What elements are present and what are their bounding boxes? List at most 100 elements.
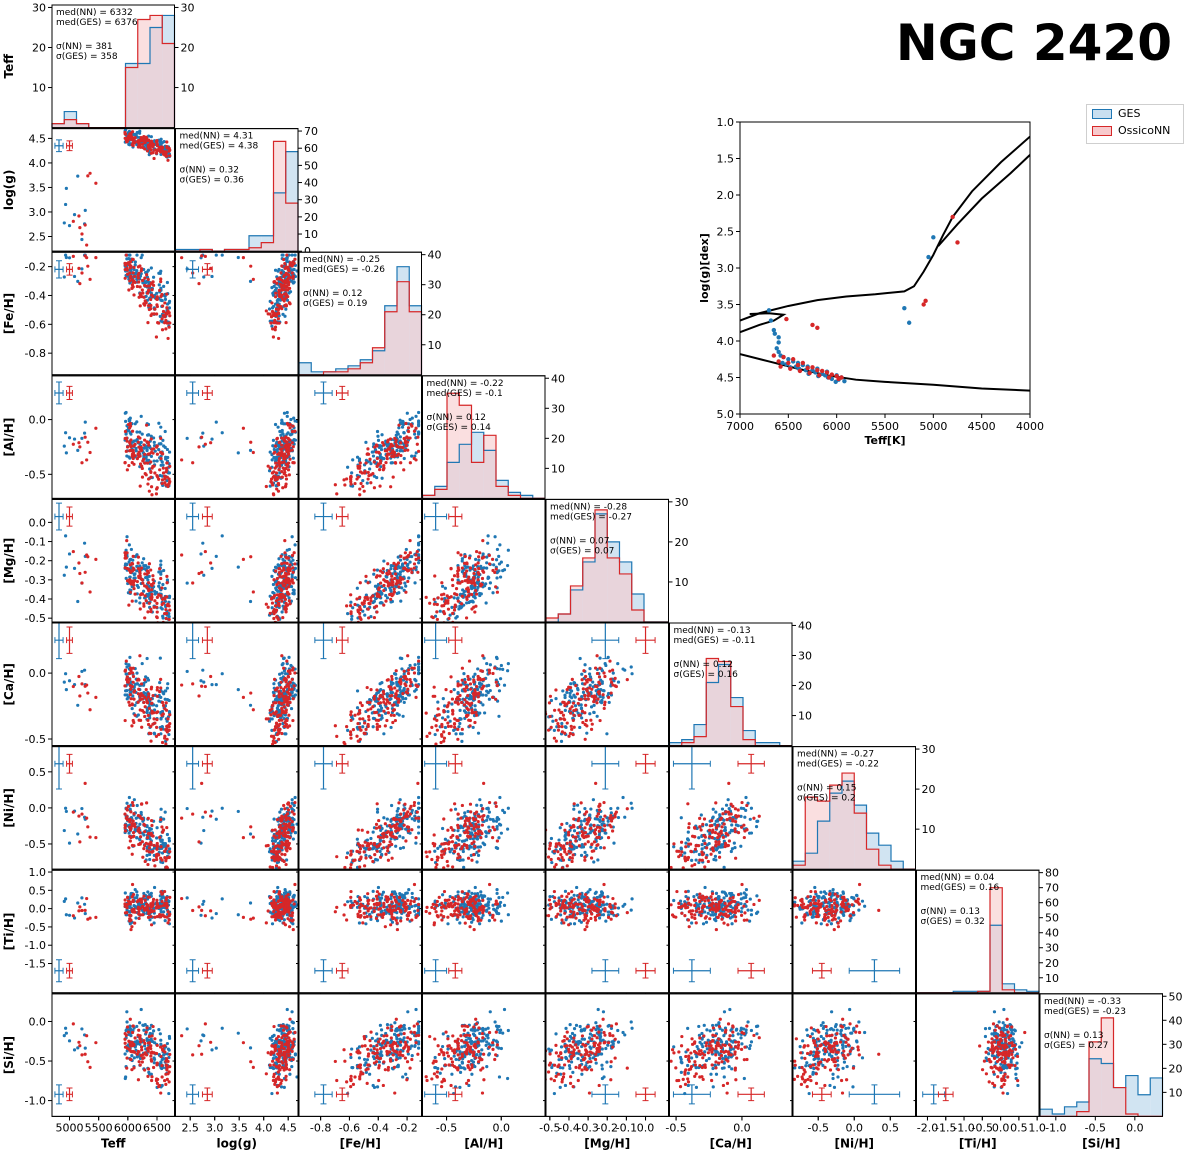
point-nn <box>403 448 407 452</box>
point-ges <box>417 419 421 423</box>
point-nn <box>358 701 363 705</box>
point-ges <box>397 426 401 430</box>
point-ges <box>373 584 378 588</box>
point-nn <box>271 483 275 487</box>
point-ges <box>379 706 384 710</box>
point-nn <box>382 466 386 470</box>
point-ges <box>133 260 137 264</box>
point-ges <box>125 688 129 693</box>
point-nn <box>456 727 460 731</box>
hist-bar-ges <box>767 742 780 746</box>
point-nn <box>125 539 129 543</box>
point-nn <box>390 574 394 578</box>
point-nn <box>161 466 165 470</box>
point-ges <box>62 680 66 684</box>
point-nn <box>460 666 464 670</box>
point-nn <box>276 307 281 312</box>
point-nn <box>463 571 467 575</box>
point-nn <box>272 595 276 599</box>
point-nn <box>143 572 147 576</box>
point-nn <box>166 844 170 848</box>
point-nn <box>371 472 375 476</box>
point-nn <box>391 449 395 453</box>
point-nn <box>606 695 611 699</box>
point-ges <box>273 288 277 292</box>
point-ges <box>493 535 497 539</box>
point-nn <box>139 293 143 297</box>
point-nn <box>475 684 479 689</box>
point-nn <box>386 706 390 711</box>
point-ges <box>417 665 421 669</box>
point-nn <box>470 711 474 715</box>
point-ges <box>563 708 567 712</box>
point-ges <box>132 439 136 443</box>
point-nn <box>146 145 151 149</box>
point-ges <box>152 708 157 712</box>
point-nn <box>292 551 296 555</box>
point-ges <box>389 564 393 568</box>
point-nn <box>477 567 481 571</box>
point-nn <box>280 264 284 268</box>
point-nn <box>123 718 127 723</box>
point-nn <box>397 585 401 589</box>
point-nn <box>139 448 144 452</box>
point-nn <box>160 858 164 862</box>
point-nn <box>283 262 287 266</box>
point-nn <box>452 608 457 612</box>
point-nn <box>136 700 140 704</box>
point-nn <box>349 713 353 717</box>
point-nn <box>571 732 575 737</box>
point-nn <box>277 475 281 479</box>
point-ges <box>67 679 72 683</box>
point-nn <box>147 562 152 566</box>
point-nn <box>571 718 575 722</box>
point-nn <box>406 654 410 658</box>
point-nn <box>137 450 141 454</box>
point-nn <box>164 847 168 851</box>
error-bar-nn <box>335 626 349 654</box>
point-nn <box>85 256 89 260</box>
point-nn <box>494 680 498 684</box>
y-axis-label: Teff <box>2 54 16 79</box>
point-nn <box>155 297 159 301</box>
point-nn <box>361 602 365 606</box>
y-tick-label: 20 <box>798 680 812 693</box>
point-nn <box>417 659 421 663</box>
point-ges <box>270 606 274 610</box>
point-nn <box>78 282 82 286</box>
point-ges <box>199 679 203 683</box>
point-nn <box>129 835 133 840</box>
point-ges <box>159 839 163 843</box>
point-ges <box>397 591 401 595</box>
point-nn <box>135 579 139 584</box>
point-ges <box>135 430 139 434</box>
point-nn <box>130 724 134 728</box>
point-ges <box>380 714 384 718</box>
point-ges <box>151 275 156 279</box>
point-nn <box>409 680 413 684</box>
point-nn <box>358 717 362 721</box>
hist-outline-nn <box>421 392 545 499</box>
panel-frame <box>298 622 422 747</box>
point-ges <box>67 224 72 228</box>
point-nn <box>442 604 446 608</box>
point-nn <box>137 574 141 578</box>
point-ges <box>591 680 595 684</box>
point-nn <box>145 149 150 153</box>
point-nn <box>290 441 294 445</box>
panel-frame <box>422 622 546 747</box>
point-nn <box>460 602 464 606</box>
scatter-points <box>54 623 172 746</box>
y-tick-label: -0.5 <box>25 838 46 851</box>
point-ges <box>379 447 384 452</box>
point-nn <box>165 461 169 465</box>
point-ges <box>616 662 620 666</box>
point-nn <box>291 424 295 428</box>
point-nn <box>463 698 467 702</box>
point-nn <box>280 702 284 706</box>
point-nn <box>139 682 144 686</box>
point-nn <box>367 714 371 719</box>
point-nn <box>149 739 153 743</box>
point-ges <box>417 671 421 675</box>
point-ges <box>452 596 456 600</box>
